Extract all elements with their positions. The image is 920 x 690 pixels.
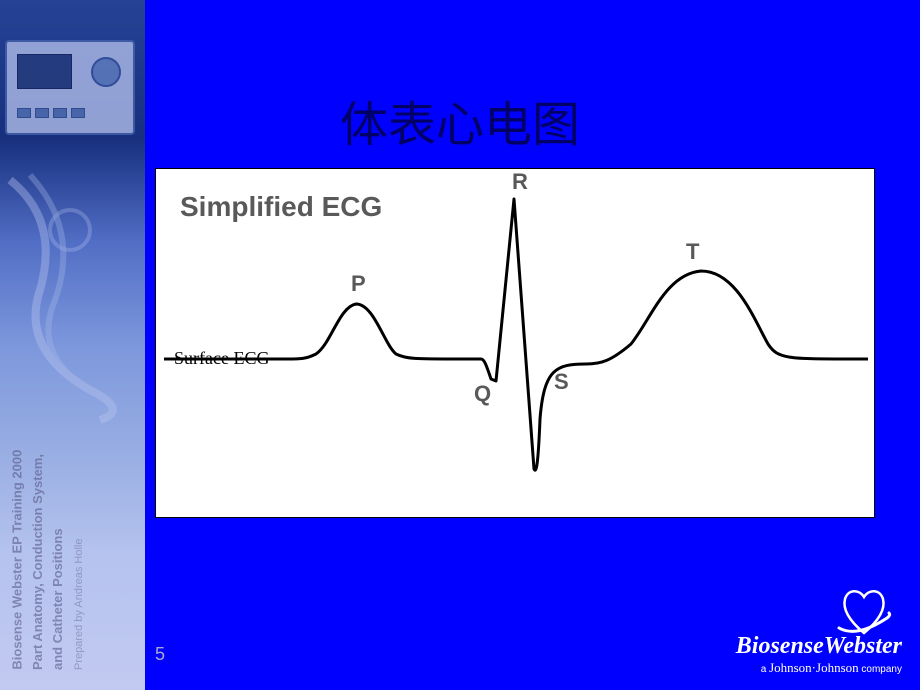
logo-brand: BiosenseWebster bbox=[736, 633, 902, 659]
slide-title: 体表心电图 bbox=[340, 85, 580, 155]
logo-area: BiosenseWebster a Johnson·Johnson compan… bbox=[692, 583, 902, 678]
ecg-label-t: T bbox=[686, 239, 700, 264]
ecg-waveform-svg: Surface ECG P Q R S T bbox=[156, 169, 876, 519]
ecg-axis-label: Surface ECG bbox=[174, 348, 269, 368]
sidebar-credit-line4: Prepared by Andreas Holle bbox=[73, 539, 85, 670]
slide-container: Biosense Webster EP Training 2000 Part A… bbox=[0, 0, 920, 690]
ecg-label-r: R bbox=[512, 169, 528, 194]
logo-company-script: Johnson·Johnson bbox=[769, 660, 859, 675]
ecg-label-p: P bbox=[351, 271, 366, 296]
equipment-dial bbox=[91, 57, 121, 87]
sidebar-credit-line2: Part Anatomy, Conduction System, bbox=[30, 454, 45, 670]
equipment-btn2 bbox=[35, 108, 49, 118]
sidebar-credit-line1: Biosense Webster EP Training 2000 bbox=[9, 450, 25, 670]
ecg-waveform-path bbox=[164, 199, 868, 470]
logo-company-line: a Johnson·Johnson company bbox=[761, 660, 902, 676]
ecg-label-s: S bbox=[554, 369, 569, 394]
logo-brand-text: BiosenseWebster bbox=[736, 633, 902, 660]
equipment-image bbox=[5, 40, 135, 135]
ecg-label-q: Q bbox=[474, 381, 491, 406]
equipment-btn4 bbox=[71, 108, 85, 118]
page-number: 5 bbox=[155, 644, 165, 665]
cable-graphic bbox=[0, 170, 145, 430]
logo-company-prefix: a bbox=[761, 664, 769, 675]
ecg-panel: Simplified ECG Surface ECG P Q R S T bbox=[155, 168, 875, 518]
equipment-btn1 bbox=[17, 108, 31, 118]
sidebar-credit-line3: and Catheter Positions bbox=[50, 528, 65, 670]
logo-company-suffix: company bbox=[859, 664, 902, 675]
equipment-screen bbox=[17, 54, 72, 89]
equipment-btn3 bbox=[53, 108, 67, 118]
